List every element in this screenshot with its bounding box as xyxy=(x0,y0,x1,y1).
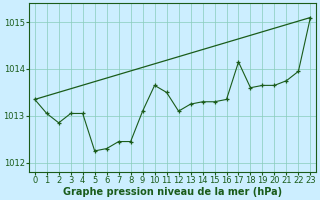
X-axis label: Graphe pression niveau de la mer (hPa): Graphe pression niveau de la mer (hPa) xyxy=(63,187,282,197)
